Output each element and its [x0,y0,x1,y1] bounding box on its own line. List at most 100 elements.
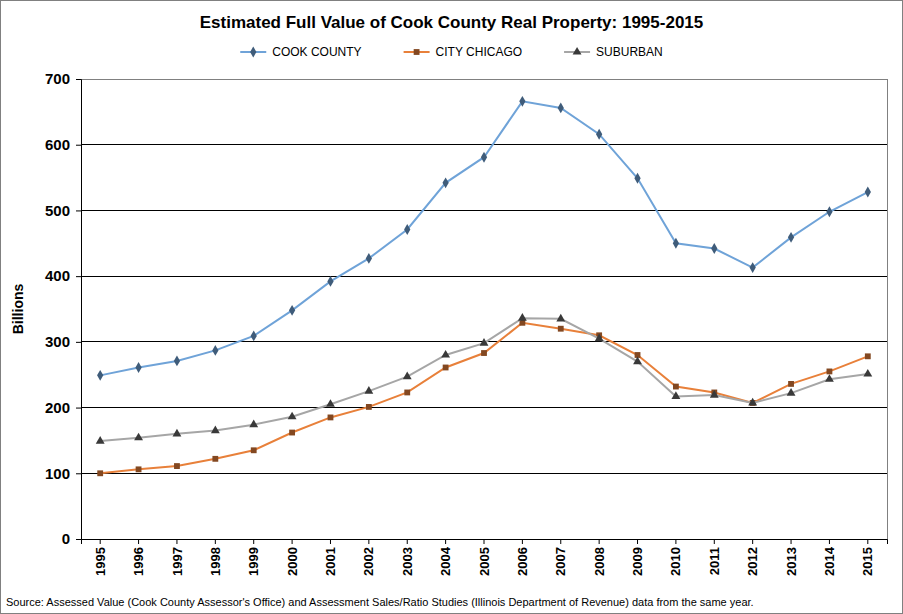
x-tick-label: 2013 [784,547,799,576]
y-tick: 600 [45,136,81,153]
series-marker [328,415,334,421]
series-marker [404,224,410,235]
x-tick: 2006 [515,539,530,576]
y-tick: 200 [45,399,81,416]
series-marker [671,391,680,399]
series-marker [519,320,525,326]
x-axis-line [82,540,888,545]
y-tick-mark [76,276,81,277]
x-tick-label: 1997 [170,547,185,576]
x-tick-mark [560,539,561,544]
x-tick: 2015 [860,539,875,576]
grid-line [81,144,887,145]
x-tick-mark [253,539,254,544]
series-line [100,323,868,473]
y-tick-mark [76,79,81,80]
x-tick-label: 2001 [323,547,338,576]
series-marker [673,384,679,390]
series-marker [827,369,833,375]
series-marker [403,372,412,380]
x-tick: 1995 [93,539,108,576]
x-tick-mark [714,539,715,544]
x-tick: 1998 [208,539,223,576]
x-tick-label: 2003 [400,547,415,576]
x-tick: 2013 [784,539,799,576]
x-tick-mark [675,539,676,544]
legend-label: COOK COUNTY [272,45,361,59]
series-marker [326,399,335,407]
y-tick-label: 400 [45,267,70,284]
series-marker [443,365,449,371]
series-marker [96,436,105,444]
legend-item: CITY CHICAGO [404,45,522,59]
x-tick-label: 2015 [860,547,875,576]
y-tick: 300 [45,333,81,350]
series-marker [442,177,448,188]
plot-frame [81,79,887,539]
x-tick-mark [867,539,868,544]
x-tick-label: 2012 [745,547,760,576]
series-marker [558,326,564,332]
y-tick-mark [76,342,81,343]
y-axis-line [76,80,82,540]
series-marker [595,333,604,341]
y-tick-label: 600 [45,136,70,153]
series-marker [97,370,103,381]
series-marker [289,430,295,436]
chart-svg: 0100200300400500600700199519961997199819… [0,0,903,614]
marks [96,96,872,476]
y-tick: 400 [45,267,81,284]
series-marker [211,425,220,433]
series-marker [481,152,487,163]
legend-marker [250,47,256,58]
series-marker [289,305,295,316]
x-tick-label: 2008 [592,547,607,576]
x-tick: 2012 [745,539,760,576]
x-tick-label: 2014 [822,546,837,576]
series-marker [519,96,525,107]
x-tick: 2004 [438,539,453,576]
x-tick: 2014 [822,539,837,576]
y-tick-label: 100 [45,465,70,482]
x-tick-mark [330,539,331,544]
x-tick-mark [752,539,753,544]
x-tick-label: 1998 [208,547,223,576]
series-marker [174,355,180,366]
title: Estimated Full Value of Cook County Real… [200,13,704,32]
legend-label: SUBURBAN [596,45,663,59]
y-tick: 700 [45,70,81,87]
series-marker [136,466,142,472]
x-tick: 2005 [477,539,492,576]
legend-marker [414,49,420,55]
series-marker [710,390,719,398]
series-marker [212,345,218,356]
series-marker [711,243,717,254]
series-marker [787,388,796,396]
series-marker [173,429,182,437]
x-tick-mark [100,539,101,544]
series-marker [366,404,372,410]
y-tick-label: 0 [62,530,70,547]
series-marker [558,102,564,113]
x-tick-label: 2006 [515,547,530,576]
x-tick-label: 2007 [553,547,568,576]
series-marker [249,420,258,428]
series-marker [134,433,143,441]
series-marker [251,447,257,453]
x-tick-mark [407,539,408,544]
series-marker [251,331,257,342]
x-tick-mark [138,539,139,544]
series-marker [863,369,872,377]
x-tick-mark [637,539,638,544]
x-tick-mark [445,539,446,544]
y-tick: 0 [62,530,81,547]
series-marker [865,187,871,198]
series-marker [825,374,834,382]
x-tick-label: 1996 [131,547,146,576]
series-marker [327,276,333,287]
series-marker [865,353,871,359]
series-marker [634,173,640,184]
legend-item: SUBURBAN [564,45,663,59]
source-note: Source: Assessed Value (Cook County Asse… [6,596,754,608]
grid-line [81,276,887,277]
